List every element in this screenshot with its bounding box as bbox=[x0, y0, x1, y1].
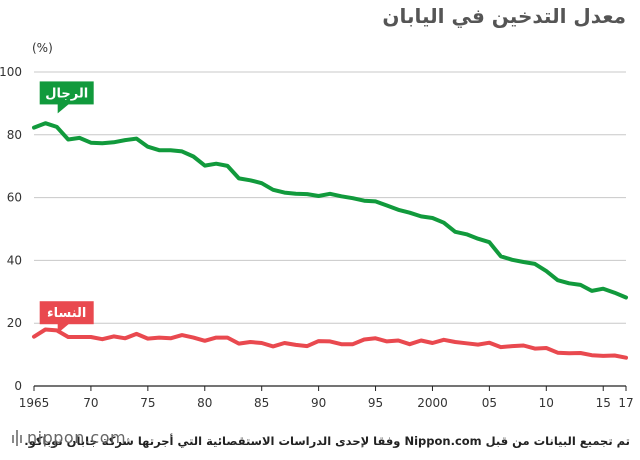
x-tick-label: 90 bbox=[311, 396, 326, 410]
label-box bbox=[39, 81, 94, 105]
logo-bars-icon bbox=[12, 429, 22, 446]
series-line-0 bbox=[32, 121, 628, 300]
y-tick-label: 40 bbox=[7, 253, 22, 267]
series-line-1 bbox=[32, 327, 628, 360]
x-tick-label: 75 bbox=[140, 396, 155, 410]
label-pointer bbox=[57, 323, 70, 334]
series-label-text: النساء bbox=[47, 306, 86, 321]
label-pointer bbox=[57, 103, 70, 114]
x-tick-label: 85 bbox=[254, 396, 269, 410]
y-tick-label: 60 bbox=[7, 191, 22, 205]
gridlines bbox=[34, 71, 626, 387]
x-tick-label: 2000 bbox=[417, 396, 448, 410]
nippon-logo: nippon.com bbox=[12, 428, 126, 447]
x-tick-label: 05 bbox=[482, 396, 497, 410]
x-tick-label: 70 bbox=[83, 396, 98, 410]
y-axis-unit-label: (%) bbox=[32, 41, 53, 55]
x-tick-label: 17 bbox=[618, 396, 633, 410]
source-note: تم تجميع البيانات من قبل Nippon.com وفقا… bbox=[24, 434, 630, 448]
series-label-1: النساء bbox=[39, 301, 94, 334]
y-axis-ticks: 0 20 40 60 80 100 bbox=[0, 65, 22, 393]
series-label-0: الرجال bbox=[39, 81, 94, 114]
x-tick-label: 95 bbox=[368, 396, 383, 410]
series-group bbox=[32, 121, 628, 360]
series-label-text: الرجال bbox=[45, 86, 88, 101]
x-tick-label: 10 bbox=[539, 396, 554, 410]
chart-title: معدل التدخين في اليابان bbox=[382, 4, 626, 28]
x-axis-ticks: 1965 70 75 80 85 90 95 2000 05 10 15 17 bbox=[19, 386, 634, 410]
y-tick-label: 100 bbox=[0, 65, 22, 79]
logo-text: nippon.com bbox=[27, 428, 127, 447]
x-tick-label: 15 bbox=[596, 396, 611, 410]
series-labels: الرجال النساء bbox=[39, 81, 94, 334]
label-box bbox=[39, 301, 94, 325]
y-tick-label: 20 bbox=[7, 316, 22, 330]
x-tick-label: 80 bbox=[197, 396, 212, 410]
x-tick-label: 1965 bbox=[19, 396, 50, 410]
y-tick-label: 80 bbox=[7, 128, 22, 142]
y-tick-label: 0 bbox=[14, 379, 22, 393]
